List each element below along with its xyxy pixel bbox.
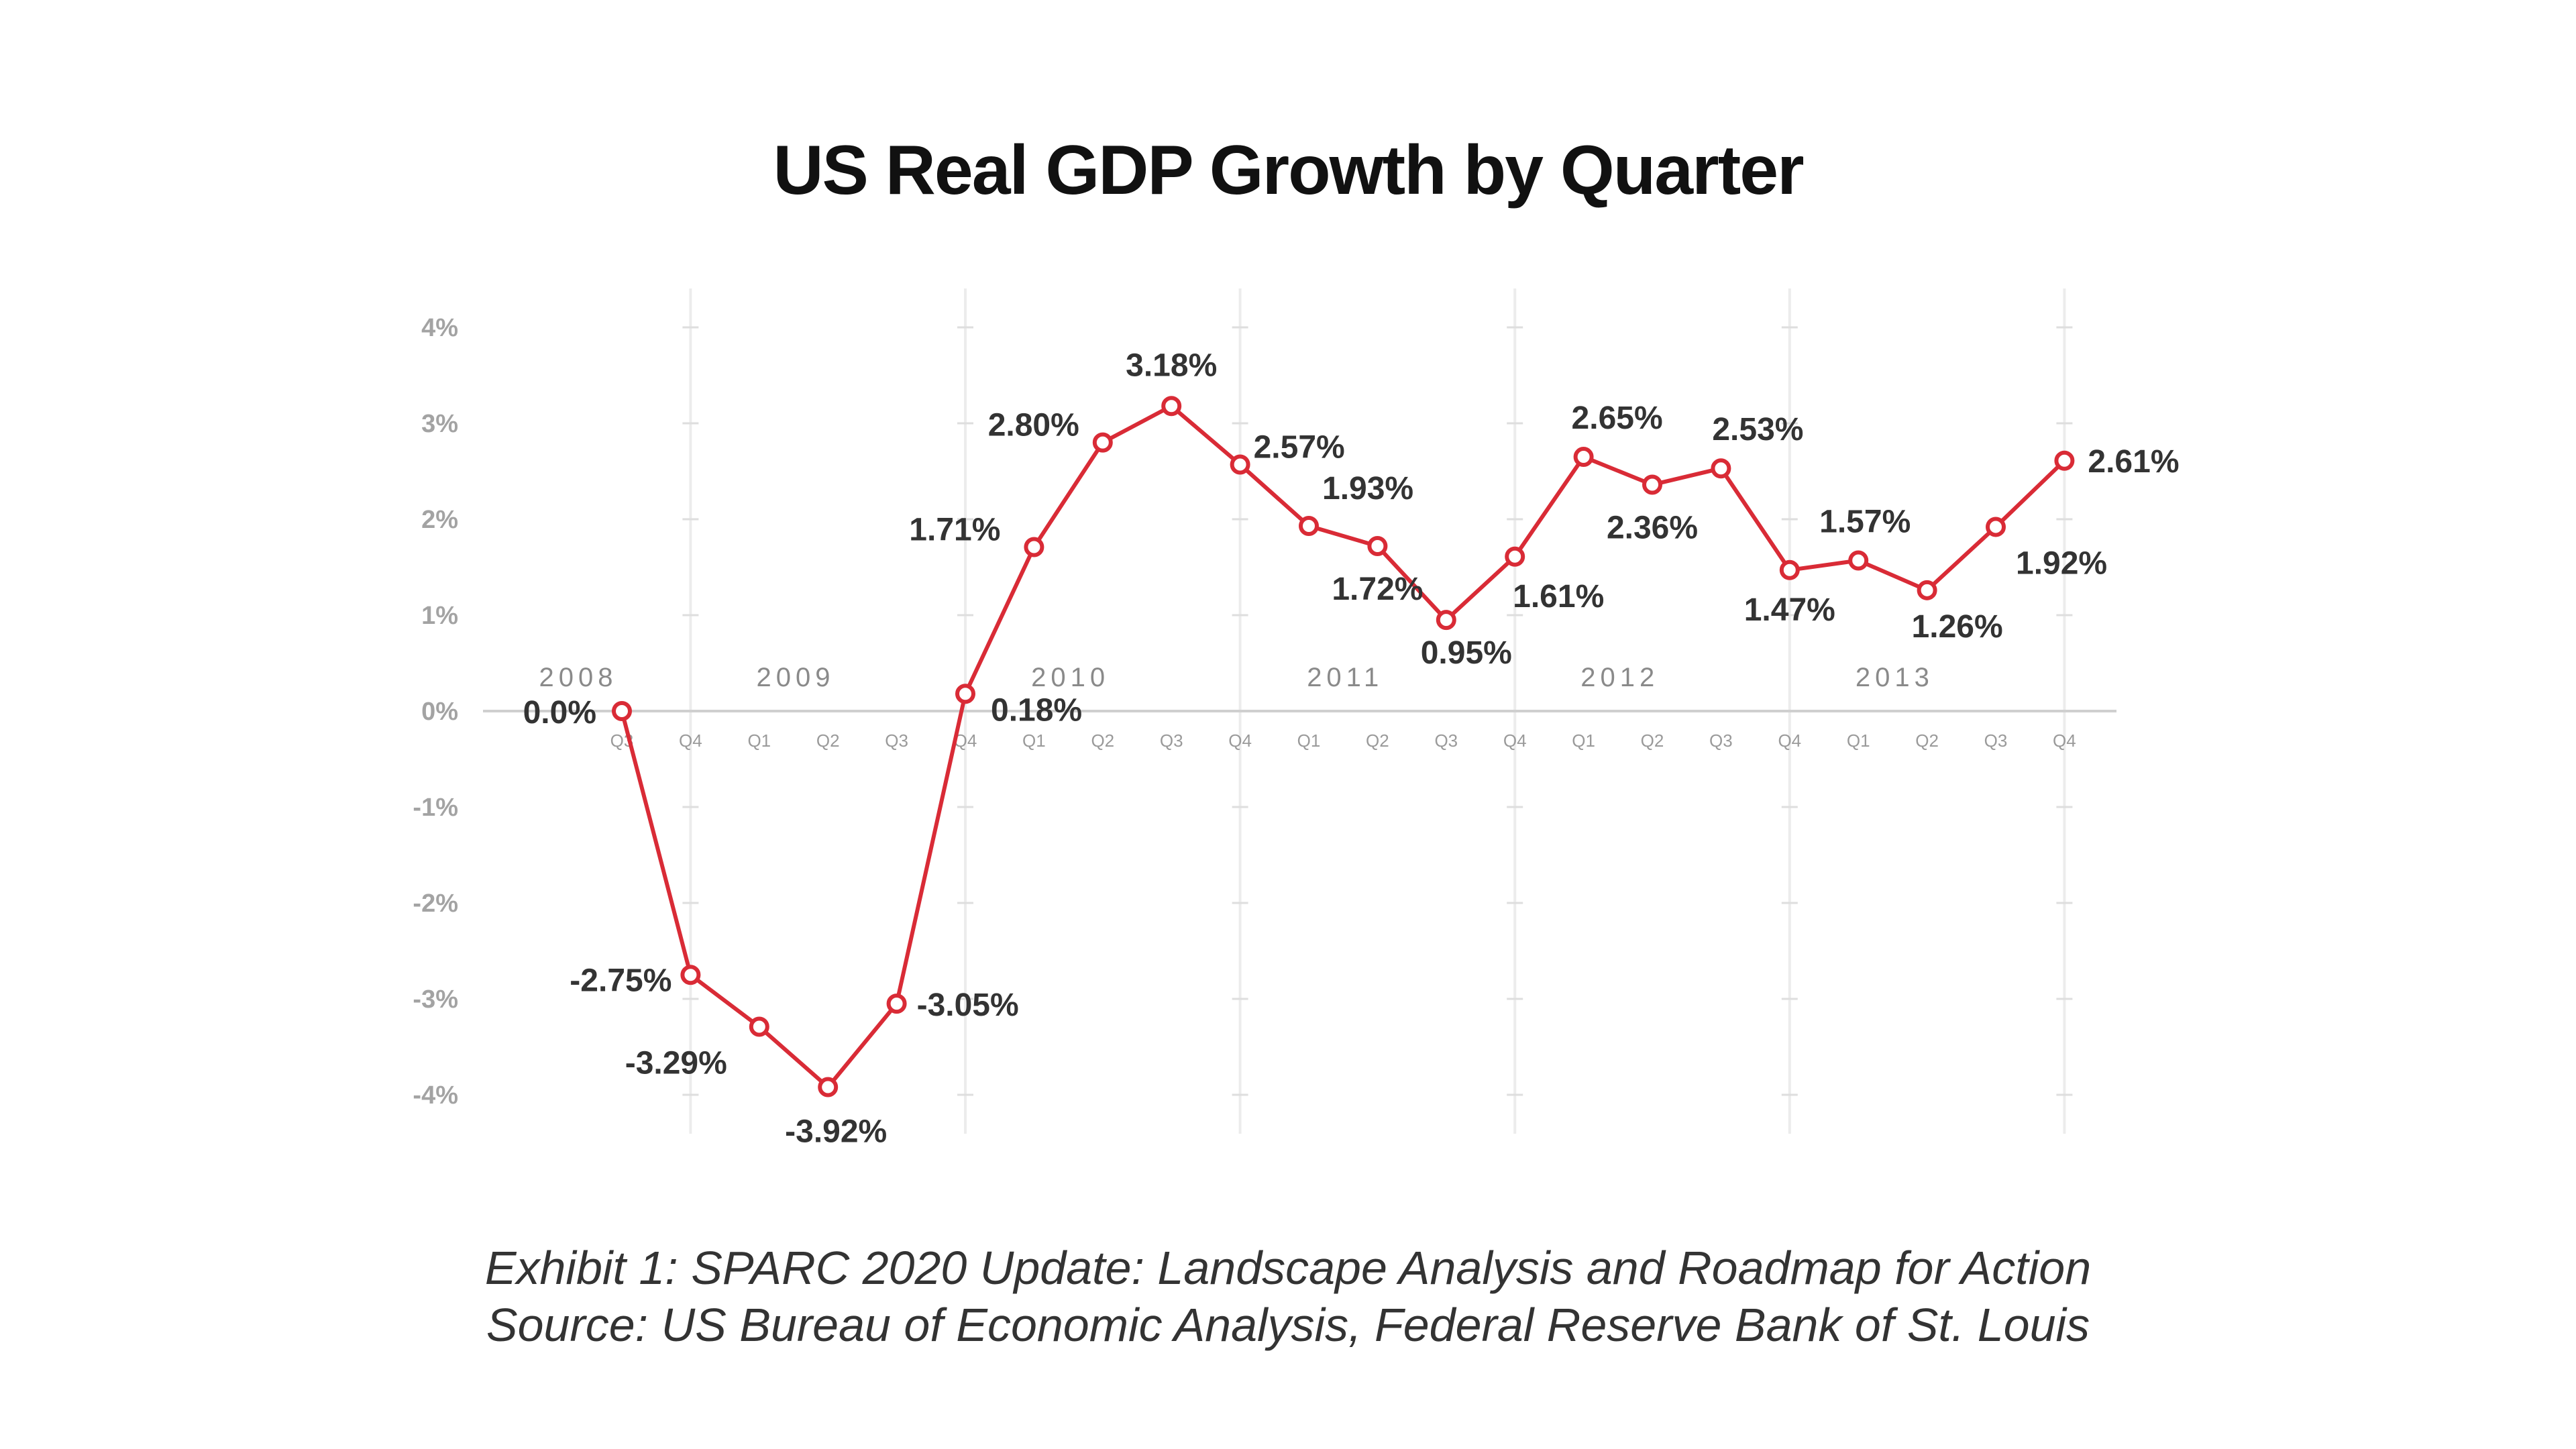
data-label: 3.18% bbox=[1126, 347, 1217, 383]
data-point bbox=[1024, 537, 1044, 557]
data-label: 1.61% bbox=[1513, 579, 1604, 614]
source-caption: Source: US Bureau of Economic Analysis, … bbox=[486, 1299, 2090, 1351]
data-point bbox=[1573, 447, 1594, 468]
data-label: 2.65% bbox=[1572, 400, 1663, 436]
data-label: 2.53% bbox=[1712, 412, 1803, 447]
data-point bbox=[955, 684, 975, 704]
data-point bbox=[1505, 546, 1525, 567]
x-tick-label: Q1 bbox=[1572, 731, 1595, 751]
y-tick-label: 2% bbox=[421, 506, 458, 534]
y-tick-label: 3% bbox=[421, 410, 458, 438]
data-label: 2.57% bbox=[1254, 429, 1345, 465]
chart-title: US Real GDP Growth by Quarter bbox=[773, 131, 1804, 209]
data-point bbox=[1299, 516, 1319, 537]
x-tick-label: Q3 bbox=[885, 731, 908, 751]
data-point bbox=[1986, 517, 2006, 537]
y-tick-label: -2% bbox=[413, 890, 458, 918]
x-tick-label: Q1 bbox=[1847, 731, 1870, 751]
data-label: 1.57% bbox=[1819, 504, 1911, 539]
x-tick-label: Q2 bbox=[1366, 731, 1389, 751]
y-tick-label: -3% bbox=[413, 985, 458, 1014]
year-label: 2012 bbox=[1580, 663, 1659, 692]
data-points bbox=[612, 396, 2075, 1097]
x-tick-label: Q2 bbox=[816, 731, 840, 751]
x-tick-label: Q2 bbox=[1641, 731, 1664, 751]
data-point bbox=[1367, 536, 1388, 557]
data-label: 1.26% bbox=[1912, 609, 2003, 645]
data-label: -3.92% bbox=[785, 1114, 887, 1150]
data-point bbox=[1642, 474, 1662, 495]
data-labels: 0.0% -2.75% -3.29% -3.92% -3.05% 0.18% 1.71% 2.… bbox=[523, 347, 2180, 1149]
data-point bbox=[1230, 454, 1250, 475]
data-point bbox=[680, 965, 701, 985]
data-label: 2.36% bbox=[1607, 511, 1698, 546]
data-label: 1.92% bbox=[2016, 545, 2107, 581]
y-tick-label: -4% bbox=[413, 1081, 458, 1110]
data-label: -3.29% bbox=[625, 1045, 727, 1081]
x-tick-label: Q1 bbox=[747, 731, 771, 751]
data-label: 1.71% bbox=[909, 512, 1000, 547]
x-tick-label: Q3 bbox=[1160, 731, 1183, 751]
data-label: 0.18% bbox=[991, 692, 1082, 728]
year-label: 2011 bbox=[1307, 663, 1383, 692]
data-point bbox=[1161, 396, 1182, 417]
x-tick-label: Q2 bbox=[1091, 731, 1114, 751]
x-tick-label: Q2 bbox=[1915, 731, 1939, 751]
series-line-path bbox=[620, 404, 2066, 1089]
data-label: 1.47% bbox=[1744, 592, 1835, 628]
data-label: 1.72% bbox=[1332, 572, 1423, 607]
year-label: 2009 bbox=[757, 663, 835, 692]
year-label: 2013 bbox=[1856, 663, 1934, 692]
x-tick-label: Q3 bbox=[1984, 731, 2008, 751]
y-tick-label: 4% bbox=[421, 314, 458, 342]
x-tick-label: Q3 bbox=[1709, 731, 1733, 751]
data-point bbox=[612, 701, 632, 721]
x-tick-label: Q4 bbox=[679, 731, 702, 751]
x-tick-label: Q4 bbox=[1503, 731, 1527, 751]
y-tick-label: 1% bbox=[421, 602, 458, 630]
x-tick-label: Q3 bbox=[1434, 731, 1458, 751]
data-point bbox=[1436, 610, 1456, 631]
x-tick-label: Q1 bbox=[1022, 731, 1046, 751]
data-label: 2.61% bbox=[2088, 444, 2179, 480]
x-tick-label: Q1 bbox=[1297, 731, 1321, 751]
y-tick-label: 0% bbox=[421, 698, 458, 726]
axes: 4% 3% 2% 1% 0% -1% -2% -3% -4% Q3 Q4 Q1 Q2 Q3 Q4 Q1 Q2 Q3… bbox=[413, 314, 2116, 1110]
x-tick-label: Q4 bbox=[1228, 731, 1252, 751]
year-label: 2010 bbox=[1031, 663, 1110, 692]
series-line bbox=[620, 404, 2066, 1089]
data-label: 1.93% bbox=[1322, 471, 1413, 506]
y-tick-label: -1% bbox=[413, 794, 458, 822]
data-label: 0.0% bbox=[523, 695, 596, 731]
exhibit-caption: Exhibit 1: SPARC 2020 Update: Landscape … bbox=[484, 1242, 2092, 1294]
data-label: -3.05% bbox=[917, 987, 1019, 1023]
data-label: -2.75% bbox=[570, 963, 672, 998]
x-tick-label: Q4 bbox=[2053, 731, 2076, 751]
data-point bbox=[818, 1077, 839, 1097]
data-label: 2.80% bbox=[988, 408, 1079, 443]
data-label: 0.95% bbox=[1421, 635, 1512, 671]
data-point bbox=[1779, 559, 1800, 580]
data-point bbox=[2054, 450, 2075, 471]
data-point bbox=[1092, 432, 1113, 453]
data-point bbox=[1711, 458, 1731, 479]
year-label: 2008 bbox=[539, 663, 618, 692]
data-point bbox=[886, 994, 907, 1014]
data-point bbox=[749, 1016, 769, 1037]
x-tick-label: Q4 bbox=[1778, 731, 1801, 751]
data-point bbox=[1917, 580, 1937, 600]
data-point bbox=[1848, 550, 1869, 571]
